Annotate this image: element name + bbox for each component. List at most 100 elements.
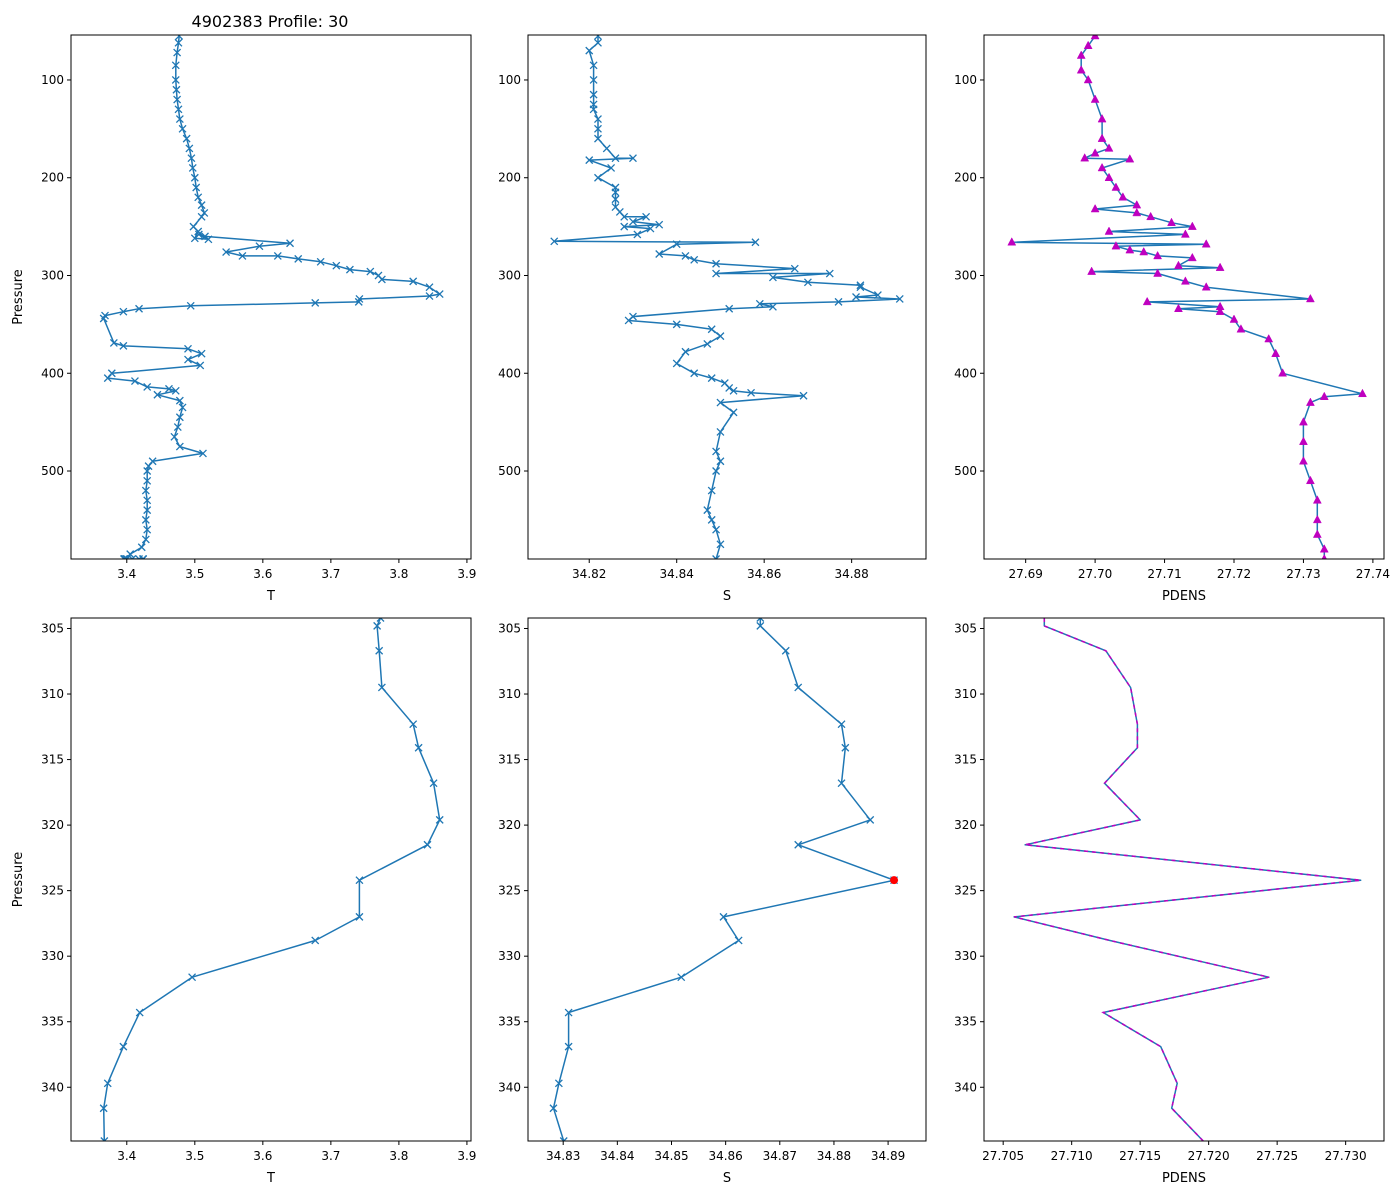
y-tick-label: 500 <box>41 464 64 478</box>
data-point-x-marker <box>435 290 444 299</box>
plot-frame <box>70 34 472 560</box>
data-point-triangle-marker <box>1321 553 1327 559</box>
data-point-x-marker <box>655 250 664 258</box>
data-point-x-marker <box>834 297 843 306</box>
data-point-x-marker <box>895 294 904 303</box>
x-tick-label: 34.84 <box>660 567 694 581</box>
data-point-x-marker <box>607 163 616 172</box>
data-point-x-marker <box>781 646 790 655</box>
data-point-x-marker <box>716 427 725 436</box>
data-point-x-marker <box>837 779 846 788</box>
data-point-triangle-marker <box>1007 237 1017 246</box>
data-point-triangle-marker <box>1118 192 1128 201</box>
data-point-x-marker <box>376 618 385 622</box>
data-point-x-marker <box>103 1079 112 1088</box>
x-tick-label: 27.72 <box>1217 567 1251 581</box>
data-point-x-marker <box>747 388 756 397</box>
data-point-x-marker <box>712 525 721 534</box>
data-point-triangle-marker <box>1104 172 1114 181</box>
data-point-x-marker <box>642 212 651 221</box>
data-point-x-marker <box>171 61 180 70</box>
data-point-x-marker <box>141 515 150 524</box>
x-tick-label: 3.9 <box>457 1149 476 1163</box>
x-tick-label: 3.4 <box>117 567 136 581</box>
y-tick-label: 305 <box>41 621 64 635</box>
data-point-x-marker <box>355 912 364 921</box>
data-point-x-marker <box>611 195 620 204</box>
data-point-x-marker <box>153 390 162 399</box>
data-point-x-marker <box>414 743 423 752</box>
series-line <box>552 618 895 1141</box>
data-point-triangle-marker <box>1187 252 1197 262</box>
data-point-x-marker <box>425 283 434 292</box>
x-tick-label: 27.71 <box>1147 567 1181 581</box>
y-tick-label: 325 <box>954 884 977 898</box>
data-point-x-marker <box>550 237 559 246</box>
data-point-x-marker <box>238 251 247 260</box>
data-point-x-marker <box>172 85 181 94</box>
data-point-x-marker <box>139 555 148 559</box>
data-point-triangle-marker <box>1083 74 1093 84</box>
data-point-x-marker <box>188 163 197 172</box>
data-point-x-marker <box>677 973 686 982</box>
x-tick-label: 34.89 <box>871 1149 905 1163</box>
data-point-x-marker <box>184 355 192 364</box>
data-point-triangle-marker <box>1125 154 1135 163</box>
data-point-x-marker <box>852 293 860 301</box>
data-point-triangle-marker <box>1305 475 1315 485</box>
data-point-x-marker <box>756 621 765 630</box>
plot-frame <box>983 34 1385 560</box>
data-point-x-marker <box>725 383 734 392</box>
data-point-triangle-marker <box>1358 388 1367 398</box>
data-point-x-marker <box>594 124 602 133</box>
data-point-x-marker <box>559 1137 568 1141</box>
data-point-x-marker <box>841 743 850 752</box>
data-point-x-marker <box>409 720 418 729</box>
data-point-triangle-marker <box>1278 368 1288 377</box>
y-tick-label: 400 <box>41 366 64 380</box>
y-tick-label: 320 <box>498 818 521 832</box>
data-point-x-marker <box>716 540 725 549</box>
data-point-triangle-marker <box>1125 245 1135 254</box>
data-point-x-marker <box>729 386 738 395</box>
x-tick-label: 34.83 <box>546 1149 580 1163</box>
data-point-triangle-marker <box>1299 456 1308 465</box>
data-point-x-marker <box>564 1008 573 1017</box>
subplot-top-PDENS: 27.69 27.70 27.71 27.72 27.73 27.74 100 200 300 4… <box>954 34 1390 604</box>
data-point-x-marker <box>173 48 182 57</box>
data-point-x-marker <box>602 144 611 153</box>
data-point-x-marker <box>620 222 629 231</box>
subplot-top-S: 34.82 34.84 34.86 34.88 100 200 300 400 500 S <box>498 34 927 604</box>
data-point-x-marker <box>185 144 194 153</box>
data-point-triangle-marker <box>1174 303 1183 312</box>
data-point-x-marker <box>594 35 602 40</box>
data-point-x-marker <box>756 618 765 622</box>
data-point-triangle-marker <box>1090 94 1100 103</box>
data-point-x-marker <box>141 535 150 544</box>
data-point-x-marker <box>190 173 199 182</box>
data-point-x-marker <box>175 442 184 451</box>
data-point-x-marker <box>184 344 192 353</box>
x-axis-label: S <box>723 1171 731 1186</box>
series-line <box>102 618 441 1141</box>
data-point-triangle-marker <box>1139 246 1149 256</box>
y-tick-label: 500 <box>954 464 977 478</box>
data-point-x-marker <box>589 61 598 70</box>
data-point-x-marker <box>655 220 664 229</box>
subplot-grid: 3.4 3.5 3.6 3.7 3.8 3.9 100 200 300 400 500 T Pressu… <box>11 34 1390 1186</box>
y-tick-label: 315 <box>498 753 521 767</box>
data-point-x-marker <box>734 936 743 945</box>
data-point-triangle-marker <box>1215 306 1225 315</box>
data-point-x-marker <box>799 391 808 400</box>
data-point-x-marker <box>672 320 681 329</box>
data-point-x-marker <box>255 242 264 251</box>
data-point-x-marker <box>589 105 598 114</box>
data-point-x-marker <box>716 398 725 407</box>
data-point-triangle-marker <box>1090 203 1100 213</box>
data-point-triangle-marker <box>1305 397 1315 406</box>
y-tick-label: 310 <box>41 687 64 701</box>
y-axis-label: Pressure <box>11 852 26 908</box>
flagged-point <box>890 876 899 885</box>
data-point-triangle-marker <box>1146 211 1156 221</box>
